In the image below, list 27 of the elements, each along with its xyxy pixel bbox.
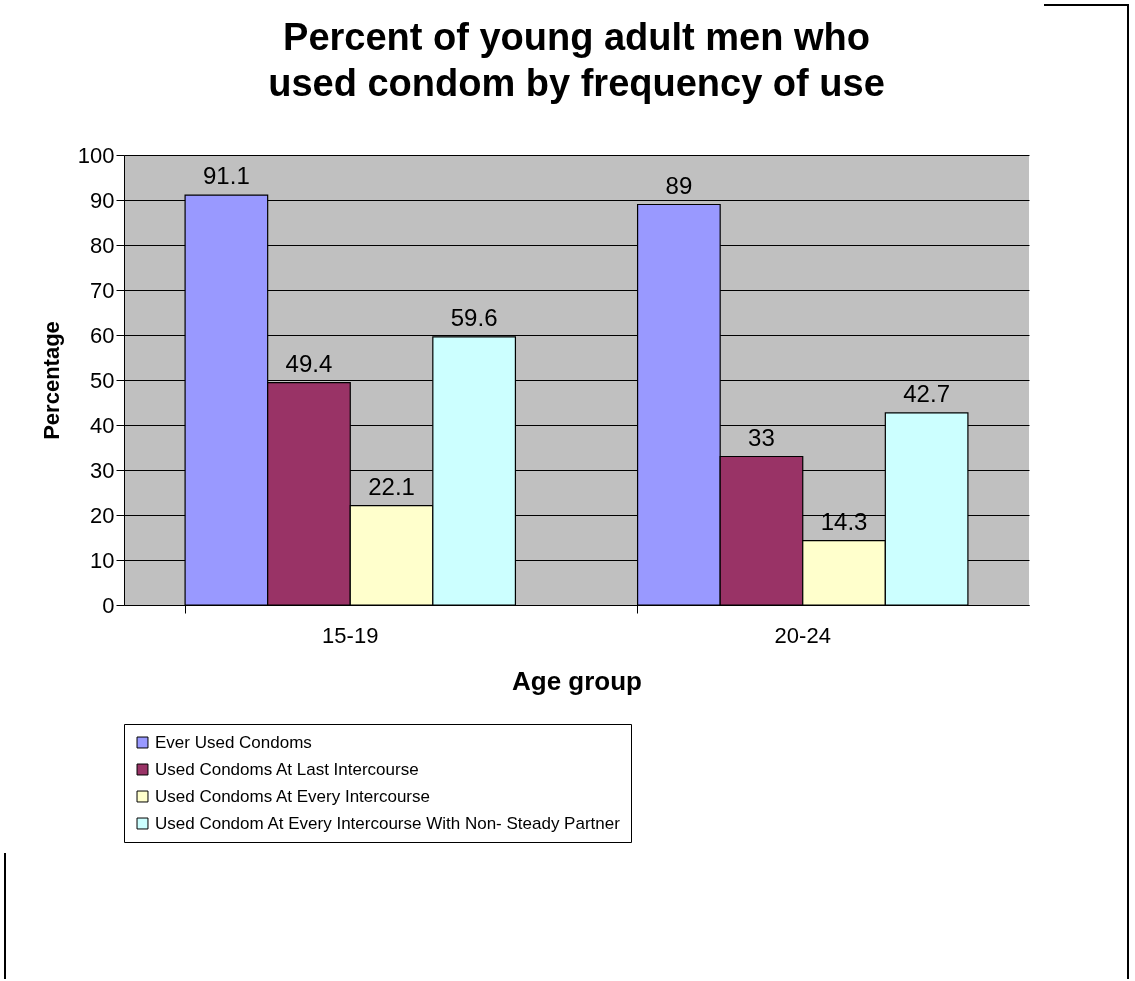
y-tick-label: 10 (90, 547, 115, 573)
y-tick-label: 50 (90, 367, 115, 393)
x-tick-label: 15-19 (322, 622, 379, 648)
legend-label: Ever Used Condoms (155, 732, 312, 752)
legend-label: Used Condom At Every Intercourse With Non- Steady Partner (155, 813, 621, 833)
y-tick-label: 60 (90, 322, 115, 348)
data-label: 59.6 (450, 303, 498, 331)
data-label: 22.1 (368, 472, 415, 500)
chart-title: Percent of young adult men who used condom by frequency of use (268, 16, 885, 104)
y-tick-label: 20 (90, 502, 115, 528)
data-label: 89 (665, 171, 693, 199)
y-tick-label: 100 (77, 142, 115, 168)
y-tick-label: 30 (90, 457, 115, 483)
y-tick-label: 80 (90, 232, 115, 258)
legend-label: Used Condoms At Last Intercourse (155, 759, 419, 779)
data-label: 49.4 (285, 349, 333, 377)
legend-label: Used Condoms At Every Intercourse (155, 786, 430, 806)
y-tick-label: 40 (90, 412, 115, 438)
y-tick-label: 90 (90, 187, 115, 213)
y-tick-label: 0 (102, 592, 115, 618)
y-tick-label: 70 (90, 277, 115, 303)
data-label: 33 (748, 423, 775, 451)
x-tick-label: 20-24 (774, 622, 831, 648)
data-label: 42.7 (903, 379, 950, 407)
y-axis-title: Percentage (38, 321, 64, 440)
x-axis-title: Age group (512, 665, 642, 696)
data-label: 91.1 (203, 162, 250, 190)
